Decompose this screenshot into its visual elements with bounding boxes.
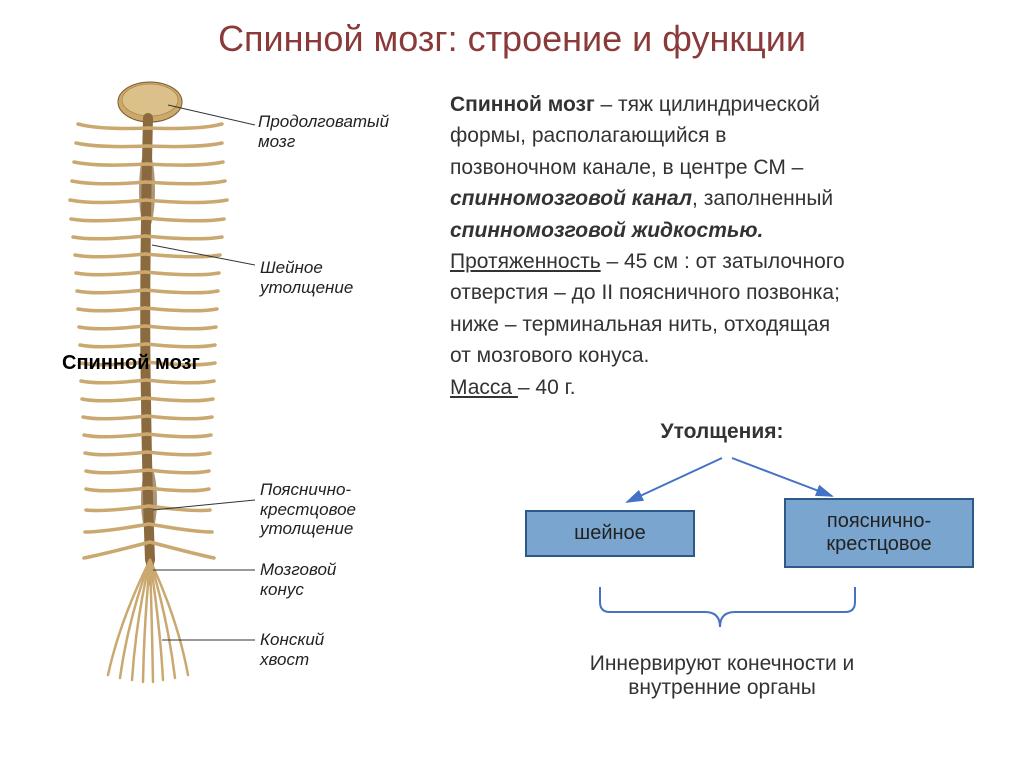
label-lumbar: Пояснично-крестцовоеутолщение [260,480,356,539]
box-lumbar: пояснично-крестцовое [784,498,974,568]
thicken-heading: Утолщения: [450,420,994,444]
spine-illustration [50,80,430,720]
label-cervical: Шейноеутолщение [260,258,353,297]
main-spine-label: Спинной мозг [62,352,200,375]
box-cervical: шейное [525,510,695,557]
content: Продолговатыймозг /*split later*/ Спинно… [0,60,1024,700]
term: Спинной мозг [450,93,595,116]
innervate-text: Иннервируют конечности ивнутренние орган… [450,652,994,700]
bracket-row [450,582,994,652]
label-medulla: Продолговатыймозг [258,112,389,151]
definition-block: Спинной мозг – тяж цилиндрической формы,… [450,90,994,402]
thicken-diagram: шейное пояснично-крестцовое [450,452,994,582]
label-conus: Мозговойконус [260,560,336,599]
spinal-diagram: Продолговатыймозг /*split later*/ Спинно… [50,80,430,700]
text-content: Спинной мозг – тяж цилиндрической формы,… [430,80,994,700]
label-cauda: Конскийхвост [260,630,324,669]
page-title: Спинной мозг: строение и функции [0,0,1024,60]
bracket-icon [450,582,990,642]
